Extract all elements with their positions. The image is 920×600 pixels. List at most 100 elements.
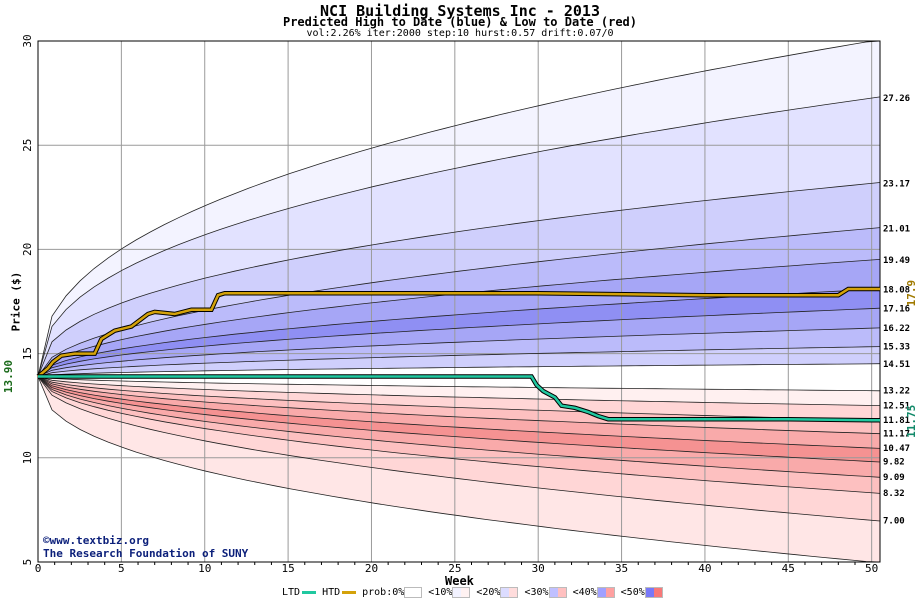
y-tick-label-4: 25 (21, 139, 34, 152)
quantile-label-1: 23.17 (883, 179, 910, 189)
quantile-label-2: 21.01 (883, 224, 910, 234)
quantile-label-12: 11.17 (883, 429, 910, 439)
quantile-label-6: 16.22 (883, 324, 910, 334)
quantile-curve-18 (37, 376, 881, 522)
x-axis-label: Week (445, 574, 474, 588)
legend-bin-4: <40% (573, 587, 617, 598)
quantile-curve-13 (37, 376, 881, 435)
x-tick-label-10: 50 (865, 562, 878, 575)
legend-bin-3-swatch (548, 587, 567, 598)
band-lower-5 (38, 376, 880, 462)
legend-bin-2-label: <20% (476, 587, 501, 598)
quantile-curve-2 (37, 182, 881, 377)
quantile-curve-1 (37, 96, 881, 377)
quantile-curve-3 (37, 227, 881, 377)
quantile-label-14: 9.82 (883, 458, 905, 468)
legend: LTD HTD prob:0% <10% <20% <30% <40% <50% (282, 587, 667, 598)
legend-prob-label: prob:0% (362, 587, 405, 598)
legend-bin-4-swatch (596, 587, 615, 598)
y-tick-label-1: 10 (21, 451, 34, 464)
quantile-label-17: 7.00 (883, 516, 905, 526)
band-upper-0 (38, 41, 880, 377)
chart-title: NCI Building Systems Inc - 2013 (320, 2, 600, 20)
x-tick-label-8: 40 (698, 562, 711, 575)
legend-bin-3: <30% (524, 587, 568, 598)
quantile-curve-14 (37, 376, 881, 449)
htd-series-line (37, 287, 880, 378)
quantile-curve-8 (37, 346, 881, 377)
y-tick-label-3: 20 (21, 243, 34, 256)
start-price-label: 13.90 (2, 360, 15, 393)
legend-bin-1-label: <10% (428, 587, 453, 598)
quantile-label-8: 14.51 (883, 360, 910, 370)
x-tick-label-4: 20 (365, 562, 378, 575)
legend-bin-2-swatch (500, 587, 519, 598)
band-upper-4 (38, 259, 880, 377)
y-tick-label-5: 30 (21, 34, 34, 47)
quantile-curve-16 (37, 376, 881, 478)
quantile-curve-11 (37, 376, 881, 406)
legend-htd-swatch (342, 591, 357, 594)
quantile-curve-6 (37, 307, 881, 377)
quantile-label-13: 10.47 (883, 444, 910, 454)
band-lower-6 (38, 376, 880, 478)
band-lower-2 (38, 376, 880, 421)
legend-htd-label: HTD (322, 587, 341, 598)
legend-ltd-label: LTD (282, 587, 301, 598)
watermark-url: ©www.textbiz.org (43, 534, 149, 547)
quantile-curve-15 (37, 376, 881, 463)
quantile-curve-9 (37, 363, 881, 377)
htd-end-label: 17.9 (905, 280, 918, 307)
band-lower-9 (38, 376, 880, 562)
quantile-curve-17 (37, 376, 881, 494)
quantile-curve-7 (37, 327, 881, 377)
x-tick-label-3: 15 (281, 562, 294, 575)
legend-ltd-swatch (302, 591, 317, 594)
legend-bin-4-label: <40% (572, 587, 597, 598)
x-tick-label-5: 25 (448, 562, 461, 575)
quantile-curve-0 (37, 40, 881, 377)
quantile-label-0: 27.26 (883, 94, 910, 104)
legend-bin-5-label: <50% (620, 587, 645, 598)
legend-bin-1: <10% (428, 587, 472, 598)
y-axis-label: Price ($) (9, 271, 23, 332)
x-tick-label-2: 10 (198, 562, 211, 575)
x-tick-label-9: 45 (782, 562, 795, 575)
band-lower-8 (38, 376, 880, 521)
quantile-curve-19 (37, 376, 881, 563)
ltd-series-line (38, 375, 880, 422)
legend-prob-swatch (404, 587, 423, 598)
y-tick-label-2: 15 (21, 347, 34, 360)
ltd-end-label: 11.75 (905, 405, 918, 438)
quantile-curve-10 (37, 376, 881, 392)
band-upper-6 (38, 308, 880, 377)
quantile-label-5: 17.16 (883, 305, 910, 315)
quantile-label-7: 15.33 (883, 343, 910, 353)
band-upper-2 (38, 182, 880, 377)
legend-bin-5-swatch (644, 587, 663, 598)
legend-bin-3-label: <30% (524, 587, 549, 598)
quantile-label-16: 8.32 (883, 489, 905, 499)
watermark-org: The Research Foundation of SUNY (43, 547, 249, 560)
legend-bin-2: <20% (476, 587, 520, 598)
legend-bin-1-swatch (452, 587, 471, 598)
x-tick-label-0: 0 (35, 562, 42, 575)
band-upper-1 (38, 96, 880, 377)
legend-prob: prob:0% (362, 587, 424, 598)
legend-bin-5: <50% (621, 587, 665, 598)
chart-subtitle: Predicted High to Date (blue) & Low to D… (282, 15, 637, 29)
quantile-label-11: 11.81 (883, 416, 910, 426)
legend-htd: HTD (322, 587, 358, 598)
y-tick-label-0: 5 (21, 559, 34, 566)
x-tick-label-6: 30 (532, 562, 545, 575)
x-tick-label-1: 5 (118, 562, 125, 575)
quantile-label-10: 12.51 (883, 401, 910, 411)
simulation-params: vol:2.26% iter:2000 step:10 hurst:0.57 d… (306, 28, 614, 39)
quantile-label-3: 19.49 (883, 256, 910, 266)
band-upper-5 (38, 289, 880, 377)
quantile-label-15: 9.09 (883, 473, 905, 483)
band-upper-3 (38, 227, 880, 377)
quantile-label-4: 18.08 (883, 285, 910, 295)
band-upper-7 (38, 327, 880, 377)
